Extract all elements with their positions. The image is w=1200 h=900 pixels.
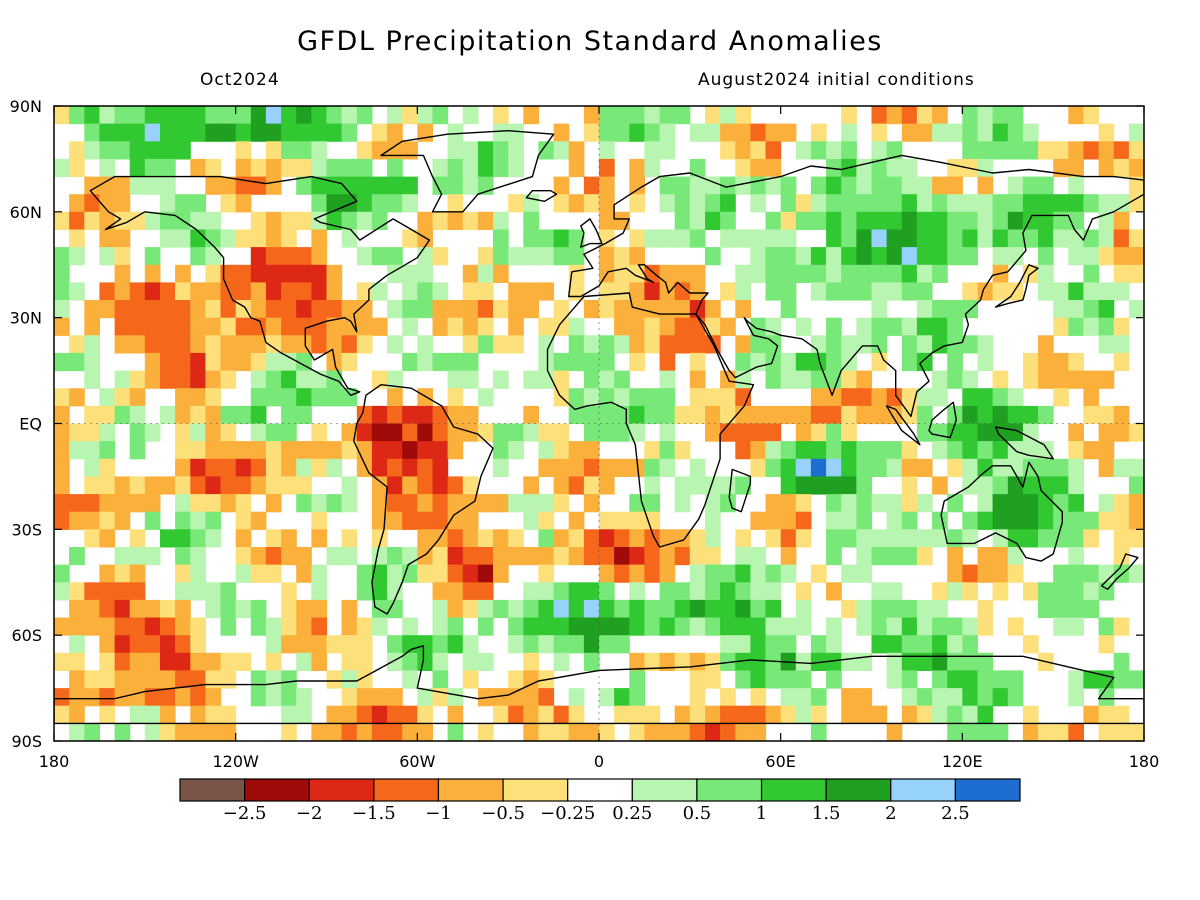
colorbar-label: 1 [756, 803, 767, 824]
colorbar-label: 2.5 [941, 803, 970, 824]
lat-label: 90S [11, 732, 42, 751]
colorbar-label: 1.5 [812, 803, 841, 824]
lon-label: 60W [399, 752, 435, 771]
lat-label: 60S [11, 626, 42, 645]
lon-label: 60E [765, 752, 795, 771]
colorbar-swatch [308, 778, 375, 802]
colorbar-swatch [954, 778, 1021, 802]
lon-label: 120E [942, 752, 983, 771]
colorbar-swatch [890, 778, 956, 802]
lon-label: 0 [594, 752, 604, 771]
lat-label: 60N [10, 203, 42, 222]
colorbar-label: 0.25 [612, 803, 652, 824]
colorbar-swatch [502, 778, 569, 802]
lon-label: 120W [212, 752, 259, 771]
lon-label: 180 [39, 752, 70, 771]
colorbar-label: −0.25 [540, 803, 595, 824]
colorbar-label: 0.5 [683, 803, 712, 824]
colorbar-label: −2 [296, 803, 323, 824]
lat-label: 90N [10, 97, 42, 116]
colorbar-label: −2.5 [223, 803, 267, 824]
colorbar-label: −0.5 [481, 803, 525, 824]
colorbar-swatch [373, 778, 440, 802]
colorbar-swatch [567, 778, 633, 802]
colorbar-legend: −2.5 −2 −1.5 −1 −0.5 −0.25 0.25 0.5 1 1.5 2 2.5 [179, 778, 1021, 824]
colorbar-swatch [631, 778, 698, 802]
lon-label: 180 [1129, 752, 1160, 771]
colorbar-swatch [179, 778, 246, 802]
colorbar-label: 2 [885, 803, 896, 824]
lat-label: EQ [19, 415, 42, 434]
colorbar-label: −1 [425, 803, 452, 824]
colorbar-swatch [244, 778, 310, 802]
colorbar-label: −1.5 [352, 803, 396, 824]
colorbar-swatch [760, 778, 827, 802]
lat-label: 30S [11, 520, 42, 539]
map-title: GFDL Precipitation Standard Anomalies [297, 26, 883, 57]
colorbar-swatch [696, 778, 763, 802]
forecast-month-label: Oct2024 [200, 70, 280, 90]
colorbar-swatch [437, 778, 504, 802]
initial-conditions-label: August2024 initial conditions [698, 70, 975, 90]
colorbar-swatch [825, 778, 892, 802]
lat-label: 30N [10, 309, 42, 328]
